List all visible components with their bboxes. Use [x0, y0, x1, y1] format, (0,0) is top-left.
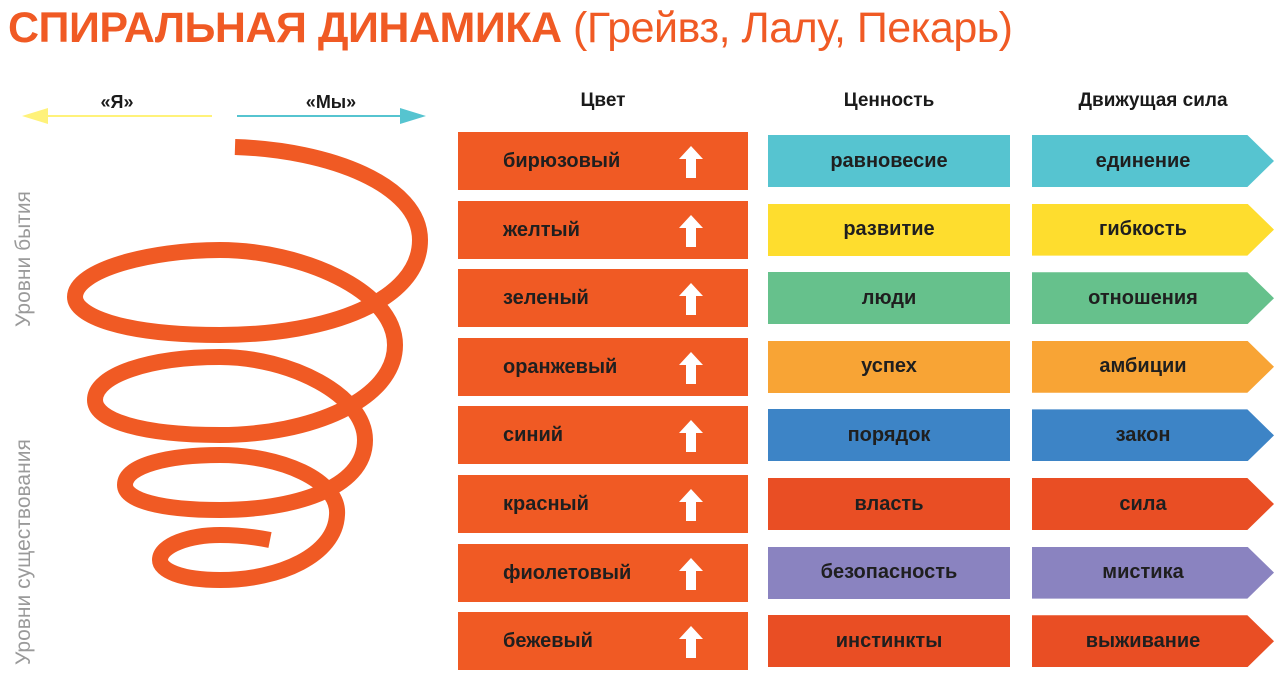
color-name: бирюзовый	[503, 150, 621, 172]
arrow-up-icon	[679, 283, 703, 316]
level-row: бирюзовый равновесие единение	[0, 132, 1284, 192]
color-cell: бежевый	[458, 612, 748, 671]
color-cell: красный	[458, 475, 748, 533]
color-name: фиолетовый	[503, 561, 632, 584]
level-row: синий порядок закон	[0, 406, 1284, 466]
drive-cell: закон	[1032, 409, 1274, 462]
drive-label: выживание	[1085, 629, 1201, 652]
color-cell: фиолетовый	[458, 543, 748, 602]
level-row: фиолетовый безопасность мистика	[0, 543, 1284, 604]
spiral-diagram	[22, 108, 429, 589]
color-name: синий	[503, 424, 564, 447]
value-cell: развитие	[768, 203, 1010, 256]
color-name: зеленый	[503, 287, 589, 310]
level-row: красный власть сила	[0, 475, 1284, 535]
spiral-shape	[66, 139, 429, 589]
value-cell: люди	[768, 272, 1010, 325]
color-name: красный	[503, 493, 589, 515]
arrow-up-icon	[679, 489, 703, 521]
level-row: желтый развитие гибкость	[0, 200, 1284, 261]
drive-cell: сила	[1032, 478, 1274, 530]
drive-cell: гибкость	[1032, 203, 1274, 256]
level-row: зеленый люди отношения	[0, 269, 1284, 329]
drive-label: единение	[1095, 149, 1191, 172]
arrow-up-icon	[679, 626, 703, 659]
value-cell: безопасность	[768, 546, 1010, 599]
page-title: СПИРАЛЬНАЯ ДИНАМИКА (Грейвз, Лалу, Пекар…	[8, 4, 1013, 53]
level-row: оранжевый успех амбиции	[0, 337, 1284, 398]
color-cell: бирюзовый	[458, 132, 748, 190]
color-cell: желтый	[458, 200, 748, 259]
color-cell: оранжевый	[458, 337, 748, 396]
arrow-left-icon	[22, 108, 212, 124]
title-authors: (Грейвз, Лалу, Пекарь)	[573, 4, 1013, 52]
arrow-up-icon	[679, 214, 703, 247]
drive-label: гибкость	[1099, 218, 1187, 241]
color-name: оранжевый	[503, 355, 618, 378]
drive-label: отношения	[1088, 286, 1198, 309]
drive-cell: амбиции	[1032, 340, 1274, 393]
header-value: Ценность	[843, 90, 935, 111]
drive-cell: мистика	[1032, 546, 1274, 599]
drive-label: сила	[1119, 492, 1167, 515]
header-color: Цвет	[580, 90, 626, 111]
drive-cell: выживание	[1032, 615, 1274, 668]
header-drive: Движущая сила	[1078, 90, 1228, 111]
color-cell: синий	[458, 406, 748, 465]
drive-label: амбиции	[1099, 355, 1187, 378]
direction-label-we: «Мы»	[305, 92, 357, 112]
value-cell: порядок	[768, 409, 1010, 462]
value-cell: равновесие	[768, 135, 1010, 187]
value-cell: власть	[768, 478, 1010, 530]
drive-cell: отношения	[1032, 272, 1274, 325]
level-row: бежевый инстинкты выживание	[0, 612, 1284, 672]
color-cell: зеленый	[458, 269, 748, 328]
arrow-up-icon	[679, 351, 703, 384]
arrow-right-icon	[237, 108, 426, 124]
drive-cell: единение	[1032, 135, 1274, 187]
direction-label-i: «Я»	[100, 92, 134, 112]
drive-label: мистика	[1102, 561, 1184, 584]
color-name: желтый	[503, 218, 580, 241]
drive-label: закон	[1115, 423, 1171, 446]
arrow-up-icon	[679, 557, 703, 590]
value-cell: инстинкты	[768, 615, 1010, 668]
title-main: СПИРАЛЬНАЯ ДИНАМИКА	[8, 4, 562, 52]
arrow-up-icon	[679, 146, 703, 178]
value-cell: успех	[768, 340, 1010, 393]
color-name: бежевый	[503, 630, 593, 653]
arrow-up-icon	[679, 420, 703, 453]
